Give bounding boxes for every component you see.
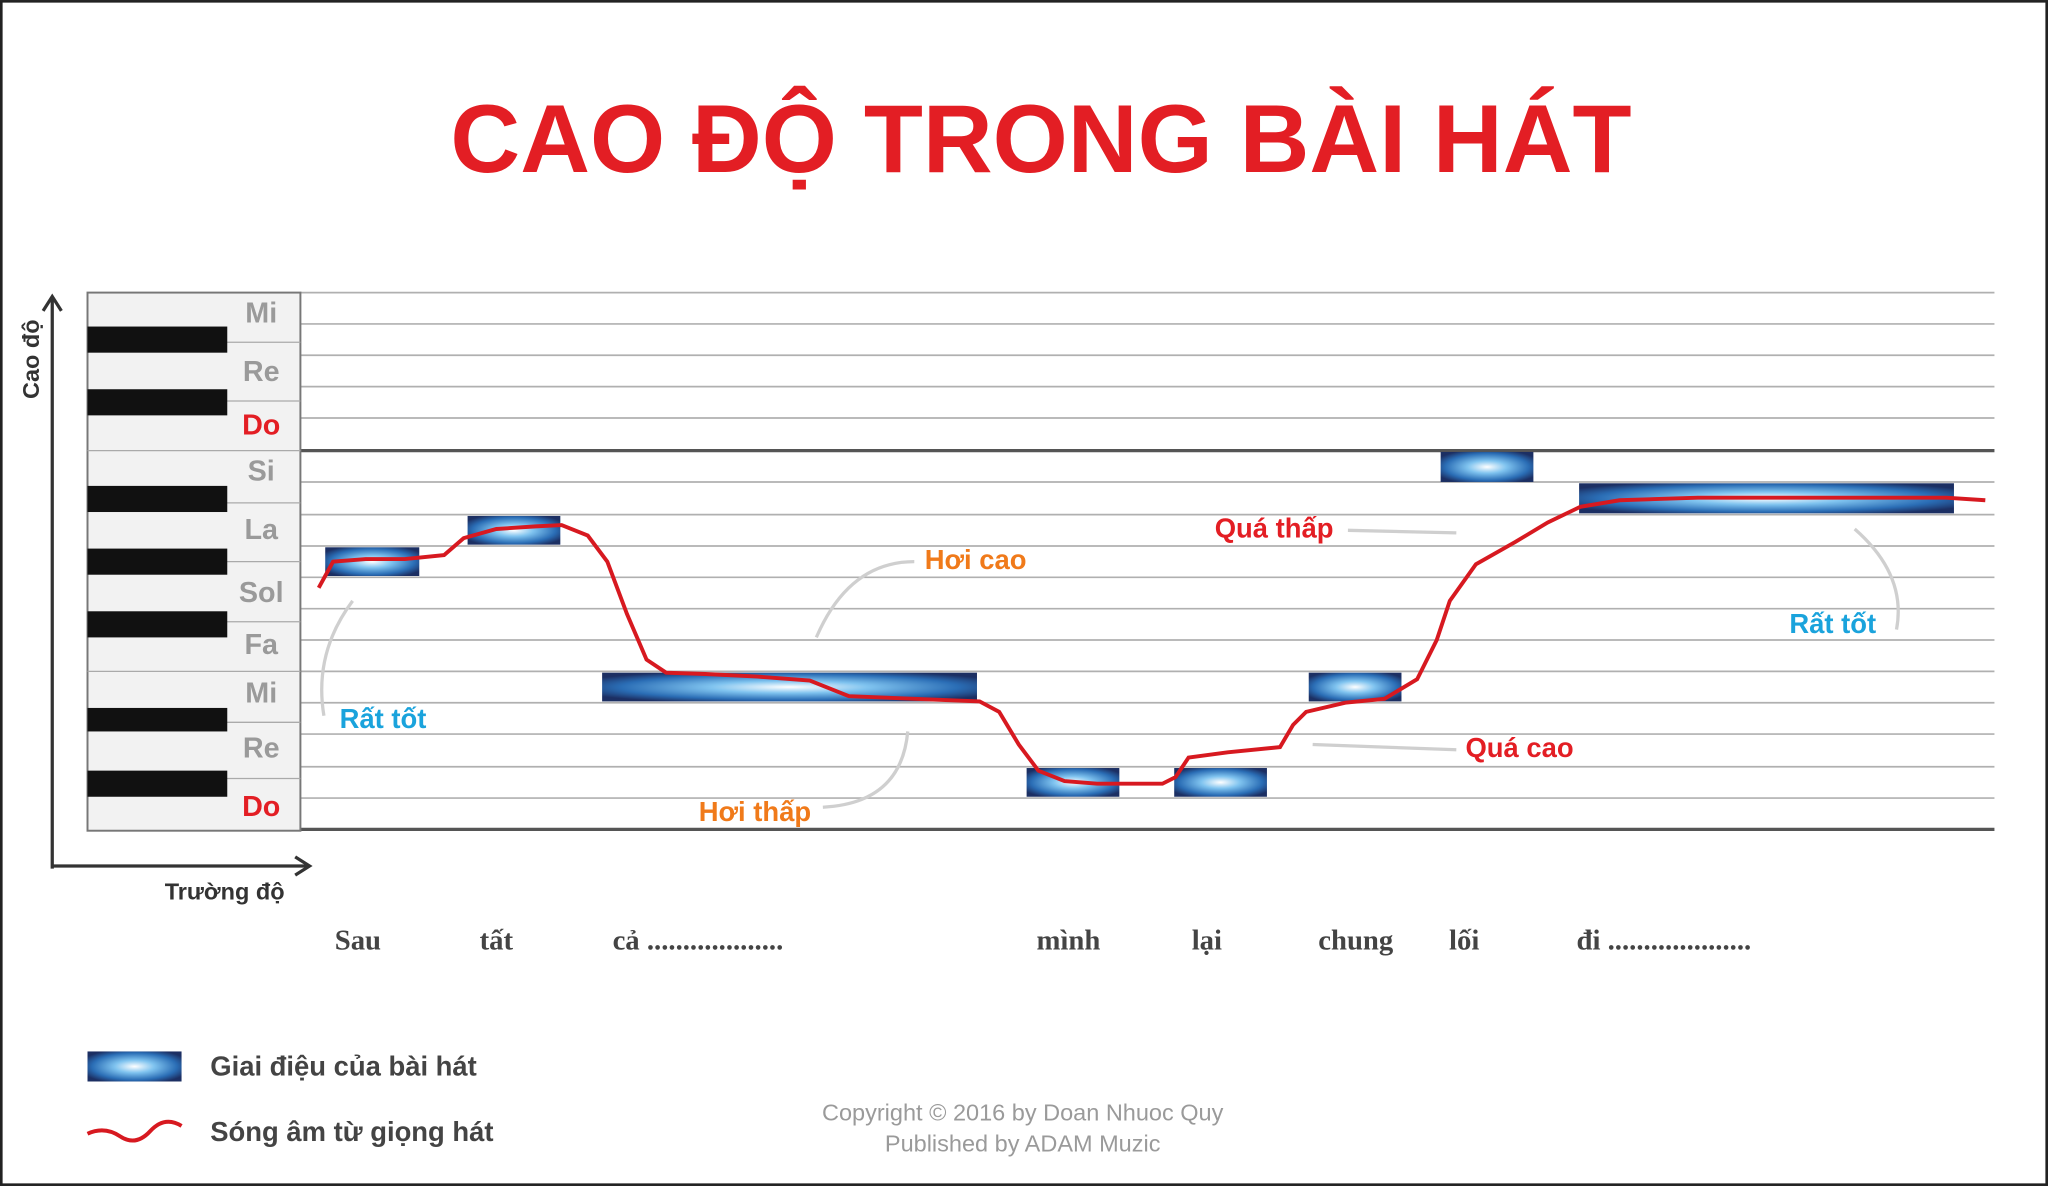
annotation: Hơi cao [925, 544, 1027, 575]
black-key [87, 389, 228, 416]
lyric: mình [1036, 925, 1100, 957]
pointers [320, 527, 1900, 809]
legend-label: Giai điệu của bài hát [210, 1051, 477, 1082]
title: CAO ĐỘ TRONG BÀI HÁT [450, 85, 1631, 193]
lyric: lối [1449, 925, 1479, 957]
lyric: Sau [335, 925, 381, 957]
annotation: Hơi thấp [699, 796, 811, 827]
x-axis-label: Trường độ [165, 879, 285, 905]
staff [300, 291, 1995, 832]
key-label: Re [243, 732, 280, 764]
voice-wave [316, 495, 1986, 786]
lyric: đi .................... [1576, 925, 1751, 957]
footer-text: Copyright © 2016 by Doan Nhuoc Quy [822, 1099, 1224, 1125]
key-label: La [244, 514, 279, 546]
black-key [87, 707, 228, 732]
black-key [87, 611, 228, 638]
key-label: Si [248, 455, 275, 487]
annotation: Rất tốt [340, 703, 427, 734]
legend-swatch [87, 1051, 182, 1082]
black-key [87, 548, 228, 575]
annotation: Quá cao [1465, 732, 1573, 763]
melody-block [1440, 451, 1534, 482]
key-label: Mi [245, 297, 277, 329]
legend-swatch [86, 1119, 183, 1143]
lyric: cả ................... [613, 925, 784, 957]
melody-block [467, 515, 561, 545]
legend-label: Sóng âm từ giọng hát [210, 1116, 493, 1147]
black-key [87, 326, 228, 353]
key-label: Do [242, 791, 280, 823]
black-key [87, 485, 228, 513]
y-axis-label: Cao độ [18, 319, 44, 399]
annotation: Quá thấp [1215, 513, 1334, 544]
key-label: Do [242, 410, 280, 442]
key-label: Sol [239, 577, 284, 609]
annotation: Rất tốt [1789, 608, 1876, 639]
lyric: chung [1318, 925, 1394, 957]
axes [41, 293, 313, 877]
footer-text: Published by ADAM Muzic [885, 1131, 1161, 1157]
key-label: Re [243, 356, 280, 388]
lyric: lại [1192, 925, 1222, 957]
black-key [87, 770, 228, 797]
key-label: Mi [245, 677, 277, 709]
lyric: tất [480, 925, 514, 957]
keyboard: Mi Re Do Si La Sol Fa Mi Re Do [86, 291, 302, 832]
melody-block [1174, 768, 1267, 797]
key-label: Fa [244, 629, 279, 661]
